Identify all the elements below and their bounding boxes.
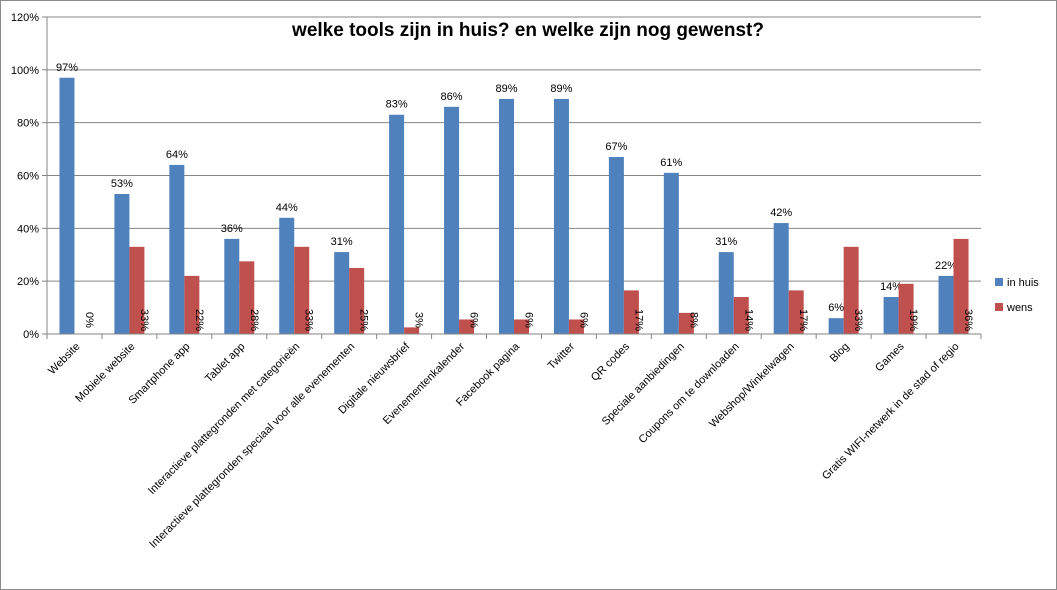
y-tick-label: 100% (11, 65, 39, 77)
bar-wens (568, 319, 584, 334)
data-label-wens: 19% (907, 309, 919, 331)
bar-wens (459, 319, 475, 334)
bar-in-huis (279, 217, 295, 334)
y-tick-label: 60% (17, 171, 39, 183)
data-label-in-huis: 97% (56, 62, 78, 74)
data-label-in-huis: 83% (386, 99, 408, 111)
data-label-wens: 17% (797, 309, 809, 331)
bar-in-huis (499, 98, 514, 335)
data-label-wens: 25% (358, 309, 370, 331)
data-label-in-huis: 64% (166, 149, 188, 161)
bars: 97% 0% 53% 33% 64% 22% 36% 28% 44% 33% 31% 25% 83% 3%… (56, 62, 974, 335)
data-label-wens: 36% (962, 309, 974, 331)
category-label: Twitter (546, 340, 578, 372)
y-axis: 0% 20% 40% 60% 80% 100% 120% (11, 12, 48, 341)
data-label-in-huis: 22% (935, 260, 957, 272)
data-label-in-huis: 31% (331, 236, 353, 248)
bar-wens (184, 275, 200, 334)
bar-in-huis (224, 238, 240, 334)
y-tick-label: 80% (17, 118, 39, 130)
bar-wens (404, 327, 420, 334)
data-label-in-huis: 67% (605, 141, 627, 153)
data-label-wens: 6% (468, 312, 480, 328)
data-label-in-huis: 53% (111, 178, 133, 190)
data-label-in-huis: 36% (221, 223, 243, 235)
data-label-wens: 17% (632, 309, 644, 331)
bar-wens (898, 283, 914, 334)
data-label-in-huis: 6% (828, 302, 844, 314)
data-label-wens: 14% (742, 309, 754, 331)
data-label-in-huis: 44% (276, 202, 298, 214)
data-label-in-huis: 42% (770, 207, 792, 219)
data-label-wens: 33% (852, 309, 864, 331)
category-label: Mobiele website (73, 341, 137, 405)
bar-wens (349, 267, 365, 334)
category-label: Games (873, 340, 907, 374)
bar-in-huis (553, 98, 569, 335)
data-label-in-huis: 14% (880, 281, 902, 293)
bar-wens (788, 290, 804, 334)
category-label: Blog (828, 341, 852, 365)
bar-wens (953, 238, 969, 334)
y-tick-label: 40% (17, 223, 39, 235)
data-label-in-huis: 86% (441, 91, 463, 103)
bar-in-huis (444, 106, 460, 334)
bar-in-huis (389, 114, 405, 334)
data-label-in-huis: 89% (495, 83, 517, 95)
data-label-wens: 33% (138, 309, 150, 331)
data-label-wens: 0% (83, 312, 95, 328)
bar-in-huis (169, 164, 185, 334)
bar-in-huis (334, 252, 350, 334)
category-label: QR codes (589, 340, 632, 383)
data-label-in-huis: 31% (715, 236, 737, 248)
bar-wens (514, 319, 529, 334)
bar-in-huis (773, 223, 789, 334)
bar-in-huis (114, 193, 130, 334)
bar-in-huis (828, 318, 844, 334)
data-label-wens: 33% (303, 309, 315, 331)
category-label: Smartphone app (126, 341, 192, 407)
category-label: Website (46, 341, 82, 377)
data-label-in-huis: 61% (660, 157, 682, 169)
bar-in-huis (883, 297, 899, 334)
y-tick-label: 20% (17, 276, 39, 288)
category-label: Coupons om te downloaden (637, 341, 742, 446)
bar-wens (733, 297, 749, 334)
legend-label-wens: wens (1006, 302, 1033, 314)
data-label-wens: 22% (193, 309, 205, 331)
category-label: Interactieve plattegronden speciaal voor… (147, 341, 357, 551)
y-tick-label: 120% (11, 12, 39, 24)
bar-in-huis (938, 275, 954, 334)
y-tick-label: 0% (23, 329, 39, 341)
bar-in-huis (608, 157, 624, 334)
bar-in-huis (718, 252, 734, 334)
chart-title: welke tools zijn in huis? en welke zijn … (291, 20, 764, 41)
data-label-wens: 6% (577, 312, 589, 328)
legend: in huis wens (995, 277, 1039, 314)
legend-swatch-in-huis (995, 278, 1003, 286)
bar-wens (294, 246, 310, 334)
bar-wens (239, 261, 255, 334)
data-label-wens: 6% (523, 312, 535, 328)
data-label-wens: 3% (413, 312, 425, 328)
bar-wens (843, 246, 859, 334)
bar-in-huis (59, 77, 75, 334)
data-label-wens: 28% (248, 309, 260, 331)
data-label-in-huis: 89% (550, 83, 572, 95)
data-label-wens: 8% (687, 312, 699, 328)
bar-wens (623, 290, 639, 334)
legend-label-in-huis: in huis (1007, 277, 1039, 289)
legend-swatch-wens (995, 303, 1003, 311)
bar-wens (129, 246, 145, 334)
bar-in-huis (663, 172, 679, 334)
bar-wens (678, 312, 694, 334)
category-label: Tablet app (203, 341, 247, 385)
